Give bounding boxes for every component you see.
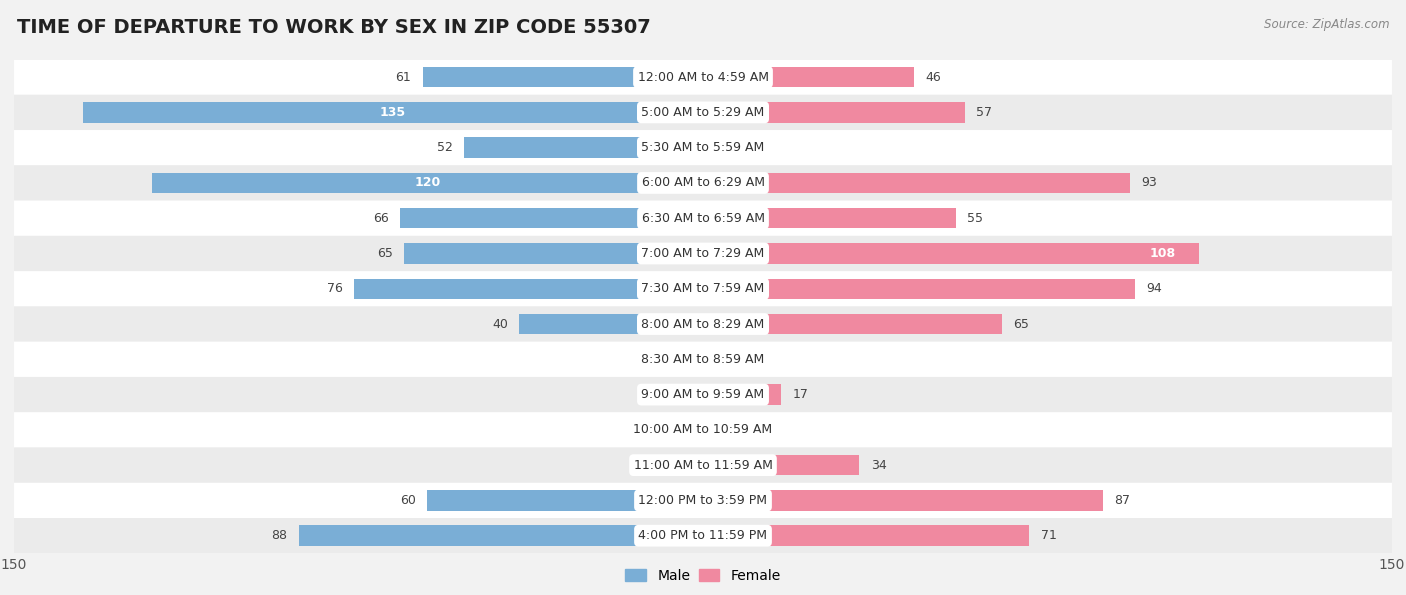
FancyBboxPatch shape: [14, 518, 1392, 553]
FancyBboxPatch shape: [14, 342, 1392, 377]
Bar: [703, 243, 1199, 264]
Bar: [703, 208, 956, 228]
Bar: [519, 314, 703, 334]
Bar: [464, 137, 703, 158]
Text: 7: 7: [747, 353, 755, 366]
FancyBboxPatch shape: [14, 306, 1392, 342]
Text: 5:30 AM to 5:59 AM: 5:30 AM to 5:59 AM: [641, 141, 765, 154]
Text: 12:00 AM to 4:59 AM: 12:00 AM to 4:59 AM: [637, 71, 769, 84]
Bar: [681, 419, 703, 440]
Text: 9: 9: [643, 388, 650, 401]
Text: 9: 9: [756, 141, 763, 154]
Text: TIME OF DEPARTURE TO WORK BY SEX IN ZIP CODE 55307: TIME OF DEPARTURE TO WORK BY SEX IN ZIP …: [17, 18, 651, 37]
Bar: [152, 173, 703, 193]
Bar: [703, 314, 1001, 334]
Text: 10:00 AM to 10:59 AM: 10:00 AM to 10:59 AM: [634, 424, 772, 436]
FancyBboxPatch shape: [14, 130, 1392, 165]
Text: 61: 61: [395, 71, 412, 84]
Text: 6:00 AM to 6:29 AM: 6:00 AM to 6:29 AM: [641, 177, 765, 189]
FancyBboxPatch shape: [14, 95, 1392, 130]
Bar: [405, 243, 703, 264]
Bar: [703, 278, 1135, 299]
Text: 71: 71: [1040, 529, 1056, 542]
FancyBboxPatch shape: [14, 483, 1392, 518]
Text: 5: 5: [738, 424, 745, 436]
Text: 8:30 AM to 8:59 AM: 8:30 AM to 8:59 AM: [641, 353, 765, 366]
Bar: [703, 349, 735, 369]
Text: 7:00 AM to 7:29 AM: 7:00 AM to 7:29 AM: [641, 247, 765, 260]
Bar: [662, 384, 703, 405]
Bar: [399, 208, 703, 228]
Text: 40: 40: [492, 318, 508, 331]
Bar: [703, 137, 744, 158]
Text: 108: 108: [1150, 247, 1175, 260]
Bar: [423, 67, 703, 87]
Legend: Male, Female: Male, Female: [620, 563, 786, 588]
Text: 6: 6: [657, 459, 664, 472]
Text: 55: 55: [967, 212, 983, 225]
Text: Source: ZipAtlas.com: Source: ZipAtlas.com: [1264, 18, 1389, 31]
Text: 135: 135: [380, 106, 406, 119]
Text: 6:30 AM to 6:59 AM: 6:30 AM to 6:59 AM: [641, 212, 765, 225]
Text: 17: 17: [793, 388, 808, 401]
Bar: [703, 525, 1029, 546]
Text: 7:30 AM to 7:59 AM: 7:30 AM to 7:59 AM: [641, 282, 765, 295]
Bar: [703, 384, 782, 405]
Text: 34: 34: [870, 459, 886, 472]
Text: 65: 65: [377, 247, 392, 260]
FancyBboxPatch shape: [14, 60, 1392, 95]
Bar: [299, 525, 703, 546]
FancyBboxPatch shape: [14, 412, 1392, 447]
Text: 76: 76: [326, 282, 343, 295]
Bar: [354, 278, 703, 299]
Text: 52: 52: [437, 141, 453, 154]
Text: 93: 93: [1142, 177, 1157, 189]
Text: 5: 5: [661, 424, 669, 436]
Text: 120: 120: [415, 177, 440, 189]
Bar: [703, 419, 725, 440]
Bar: [703, 490, 1102, 511]
Bar: [703, 173, 1130, 193]
FancyBboxPatch shape: [14, 447, 1392, 483]
Bar: [703, 67, 914, 87]
FancyBboxPatch shape: [14, 271, 1392, 306]
Text: 9:00 AM to 9:59 AM: 9:00 AM to 9:59 AM: [641, 388, 765, 401]
Text: 88: 88: [271, 529, 287, 542]
Text: 65: 65: [1012, 318, 1029, 331]
Text: 66: 66: [373, 212, 388, 225]
Bar: [427, 490, 703, 511]
Bar: [83, 102, 703, 123]
Text: 60: 60: [401, 494, 416, 507]
Text: 46: 46: [925, 71, 942, 84]
Bar: [703, 455, 859, 475]
Bar: [703, 102, 965, 123]
Bar: [675, 455, 703, 475]
Text: 94: 94: [1146, 282, 1161, 295]
FancyBboxPatch shape: [14, 201, 1392, 236]
Text: 87: 87: [1114, 494, 1130, 507]
FancyBboxPatch shape: [14, 165, 1392, 201]
Text: 11:00 AM to 11:59 AM: 11:00 AM to 11:59 AM: [634, 459, 772, 472]
Text: 4:00 PM to 11:59 PM: 4:00 PM to 11:59 PM: [638, 529, 768, 542]
Text: 0: 0: [683, 353, 692, 366]
Text: 12:00 PM to 3:59 PM: 12:00 PM to 3:59 PM: [638, 494, 768, 507]
Text: 57: 57: [976, 106, 993, 119]
FancyBboxPatch shape: [14, 377, 1392, 412]
Text: 5:00 AM to 5:29 AM: 5:00 AM to 5:29 AM: [641, 106, 765, 119]
Text: 8:00 AM to 8:29 AM: 8:00 AM to 8:29 AM: [641, 318, 765, 331]
FancyBboxPatch shape: [14, 236, 1392, 271]
